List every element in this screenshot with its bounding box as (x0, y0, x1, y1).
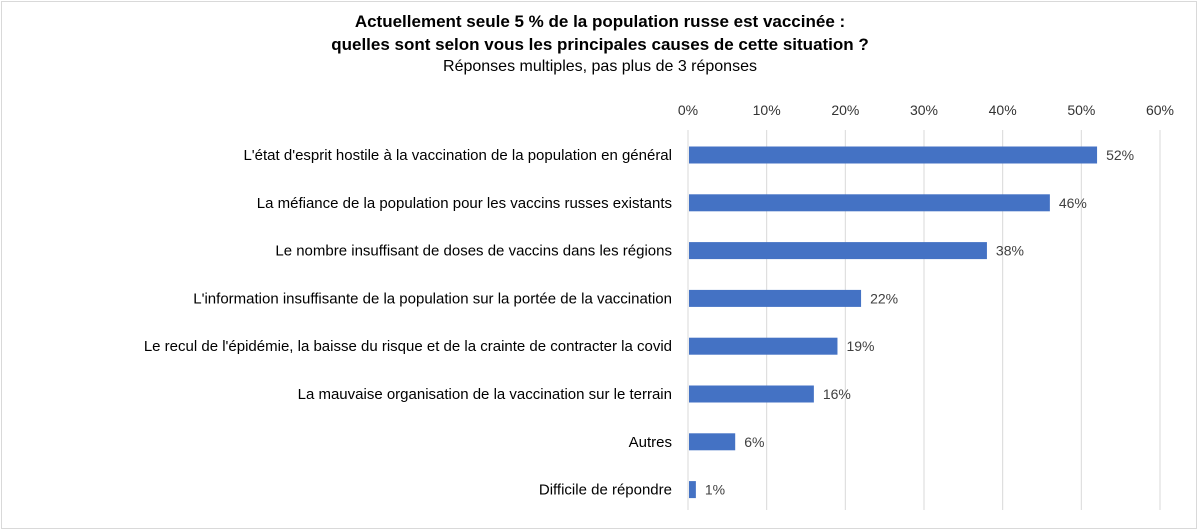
x-tick-label: 50% (1067, 102, 1095, 118)
bar (689, 433, 736, 451)
x-tick-label: 30% (910, 102, 938, 118)
x-tick-label: 40% (989, 102, 1017, 118)
data-label: 6% (744, 434, 764, 450)
data-label: 16% (823, 386, 851, 402)
bar (689, 194, 1050, 212)
chart-subtitle: Réponses multiples, pas plus de 3 répons… (443, 58, 757, 75)
category-label: Le nombre insuffisant de doses de vaccin… (275, 243, 672, 260)
category-label: La mauvaise organisation de la vaccinati… (298, 386, 672, 403)
category-label: La méfiance de la population pour les va… (257, 195, 672, 212)
bar (689, 385, 814, 403)
data-label: 52% (1106, 147, 1134, 163)
bar (689, 289, 862, 307)
chart-title-line-1: Actuellement seule 5 % de la population … (354, 12, 846, 31)
chart-title-block: Actuellement seule 5 % de la population … (0, 10, 1200, 78)
bar (689, 242, 987, 260)
x-tick-label: 10% (753, 102, 781, 118)
bar (689, 481, 696, 499)
category-label: L'information insuffisante de la populat… (193, 290, 672, 307)
bar (689, 337, 838, 355)
category-label: Le recul de l'épidémie, la baisse du ris… (144, 338, 672, 355)
category-label: L'état d'esprit hostile à la vaccination… (243, 147, 672, 164)
chart-title-line-2: quelles sont selon vous les principales … (331, 35, 869, 54)
data-label: 46% (1059, 195, 1087, 211)
category-label: Autres (629, 434, 672, 451)
bar (689, 146, 1098, 164)
data-label: 19% (846, 338, 874, 354)
data-label: 1% (705, 482, 725, 498)
x-tick-label: 20% (831, 102, 859, 118)
x-tick-label: 0% (678, 102, 698, 118)
x-tick-label: 60% (1146, 102, 1174, 118)
category-label: Difficile de répondre (539, 482, 672, 499)
data-label: 38% (996, 243, 1024, 259)
data-label: 22% (870, 290, 898, 306)
